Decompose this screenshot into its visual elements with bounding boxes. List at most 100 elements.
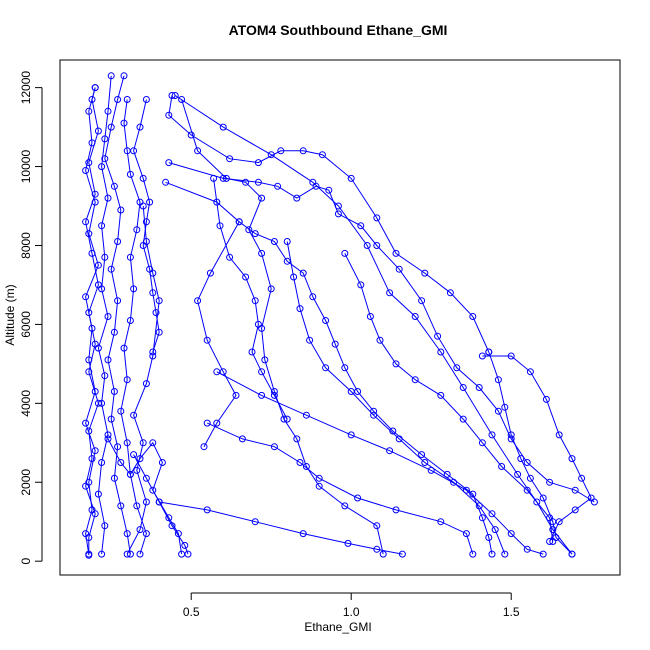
data-point: [421, 459, 429, 466]
data-point: [126, 317, 134, 324]
data-point: [395, 435, 403, 443]
plot-area: [82, 72, 598, 559]
data-point: [475, 502, 483, 510]
series-line: [120, 99, 147, 555]
data-point: [258, 194, 266, 202]
data-point: [155, 328, 163, 336]
data-point: [91, 447, 99, 455]
data-point: [226, 253, 234, 261]
data-point: [174, 530, 182, 538]
data-point: [88, 96, 96, 103]
data-point: [437, 518, 445, 526]
series-line: [104, 75, 131, 555]
data-point: [136, 526, 144, 534]
data-point: [149, 352, 157, 360]
data-point: [94, 490, 102, 498]
data-point: [114, 297, 122, 305]
data-point: [117, 206, 125, 214]
data-point: [114, 238, 122, 245]
series-14: [162, 178, 496, 558]
data-point: [85, 550, 93, 558]
data-point: [98, 399, 106, 407]
data-point: [101, 135, 109, 143]
data-point: [427, 466, 435, 474]
data-point: [309, 293, 317, 301]
data-point: [462, 486, 470, 494]
data-point: [366, 313, 374, 320]
data-point: [373, 522, 381, 530]
data-point: [386, 447, 394, 455]
data-point: [130, 147, 138, 155]
data-point: [587, 494, 595, 502]
data-point: [418, 451, 426, 459]
series-12: [178, 96, 387, 558]
data-point: [149, 289, 157, 297]
series-13: [165, 159, 598, 506]
data-point: [539, 550, 547, 558]
data-point: [155, 297, 163, 305]
data-point: [373, 545, 381, 553]
data-point: [142, 530, 150, 538]
data-point: [104, 435, 112, 443]
data-point: [206, 269, 214, 277]
series-8: [104, 435, 186, 558]
series-line: [159, 501, 403, 555]
data-point: [274, 182, 282, 190]
data-point: [296, 459, 304, 466]
data-point: [114, 443, 122, 451]
data-point: [133, 502, 141, 510]
data-point: [395, 265, 403, 273]
data-point: [379, 550, 387, 558]
data-point: [219, 174, 227, 182]
data-point: [82, 218, 90, 226]
data-point: [85, 427, 93, 435]
data-point: [478, 514, 486, 522]
data-point: [104, 313, 112, 320]
series-20: [155, 498, 406, 558]
data-point: [373, 242, 381, 249]
data-point: [488, 510, 496, 518]
data-point: [149, 486, 157, 494]
series-line: [482, 355, 592, 542]
data-point: [389, 427, 397, 435]
data-point: [136, 455, 144, 463]
data-point: [267, 285, 275, 293]
series-11: [171, 92, 576, 558]
data-point: [242, 273, 250, 281]
y-tick-label: 10000: [19, 150, 33, 184]
data-point: [485, 348, 493, 356]
data-point: [210, 174, 218, 182]
data-point: [142, 474, 150, 482]
data-point: [85, 107, 93, 115]
series-15: [210, 174, 291, 423]
data-point: [152, 309, 160, 317]
data-point: [133, 226, 141, 234]
data-point: [142, 380, 150, 388]
data-point: [315, 482, 323, 490]
data-point: [142, 218, 150, 226]
data-point: [85, 230, 93, 238]
data-point: [136, 550, 144, 558]
series-19: [203, 419, 477, 558]
data-point: [98, 222, 106, 230]
series-line: [85, 87, 99, 555]
data-point: [357, 281, 365, 289]
series-line: [107, 438, 183, 555]
data-point: [91, 84, 99, 92]
data-point: [469, 313, 477, 320]
data-point: [507, 431, 515, 439]
series-17: [283, 238, 509, 558]
series-line: [216, 371, 544, 555]
data-point: [254, 320, 262, 328]
data-point: [146, 198, 154, 206]
y-tick-label: 8000: [19, 232, 33, 259]
data-point: [552, 534, 560, 541]
data-point: [341, 502, 349, 510]
data-point: [469, 490, 477, 498]
data-point: [98, 550, 106, 558]
data-point: [446, 289, 454, 297]
data-point: [88, 324, 96, 332]
data-point: [85, 356, 93, 364]
data-point: [325, 186, 333, 194]
